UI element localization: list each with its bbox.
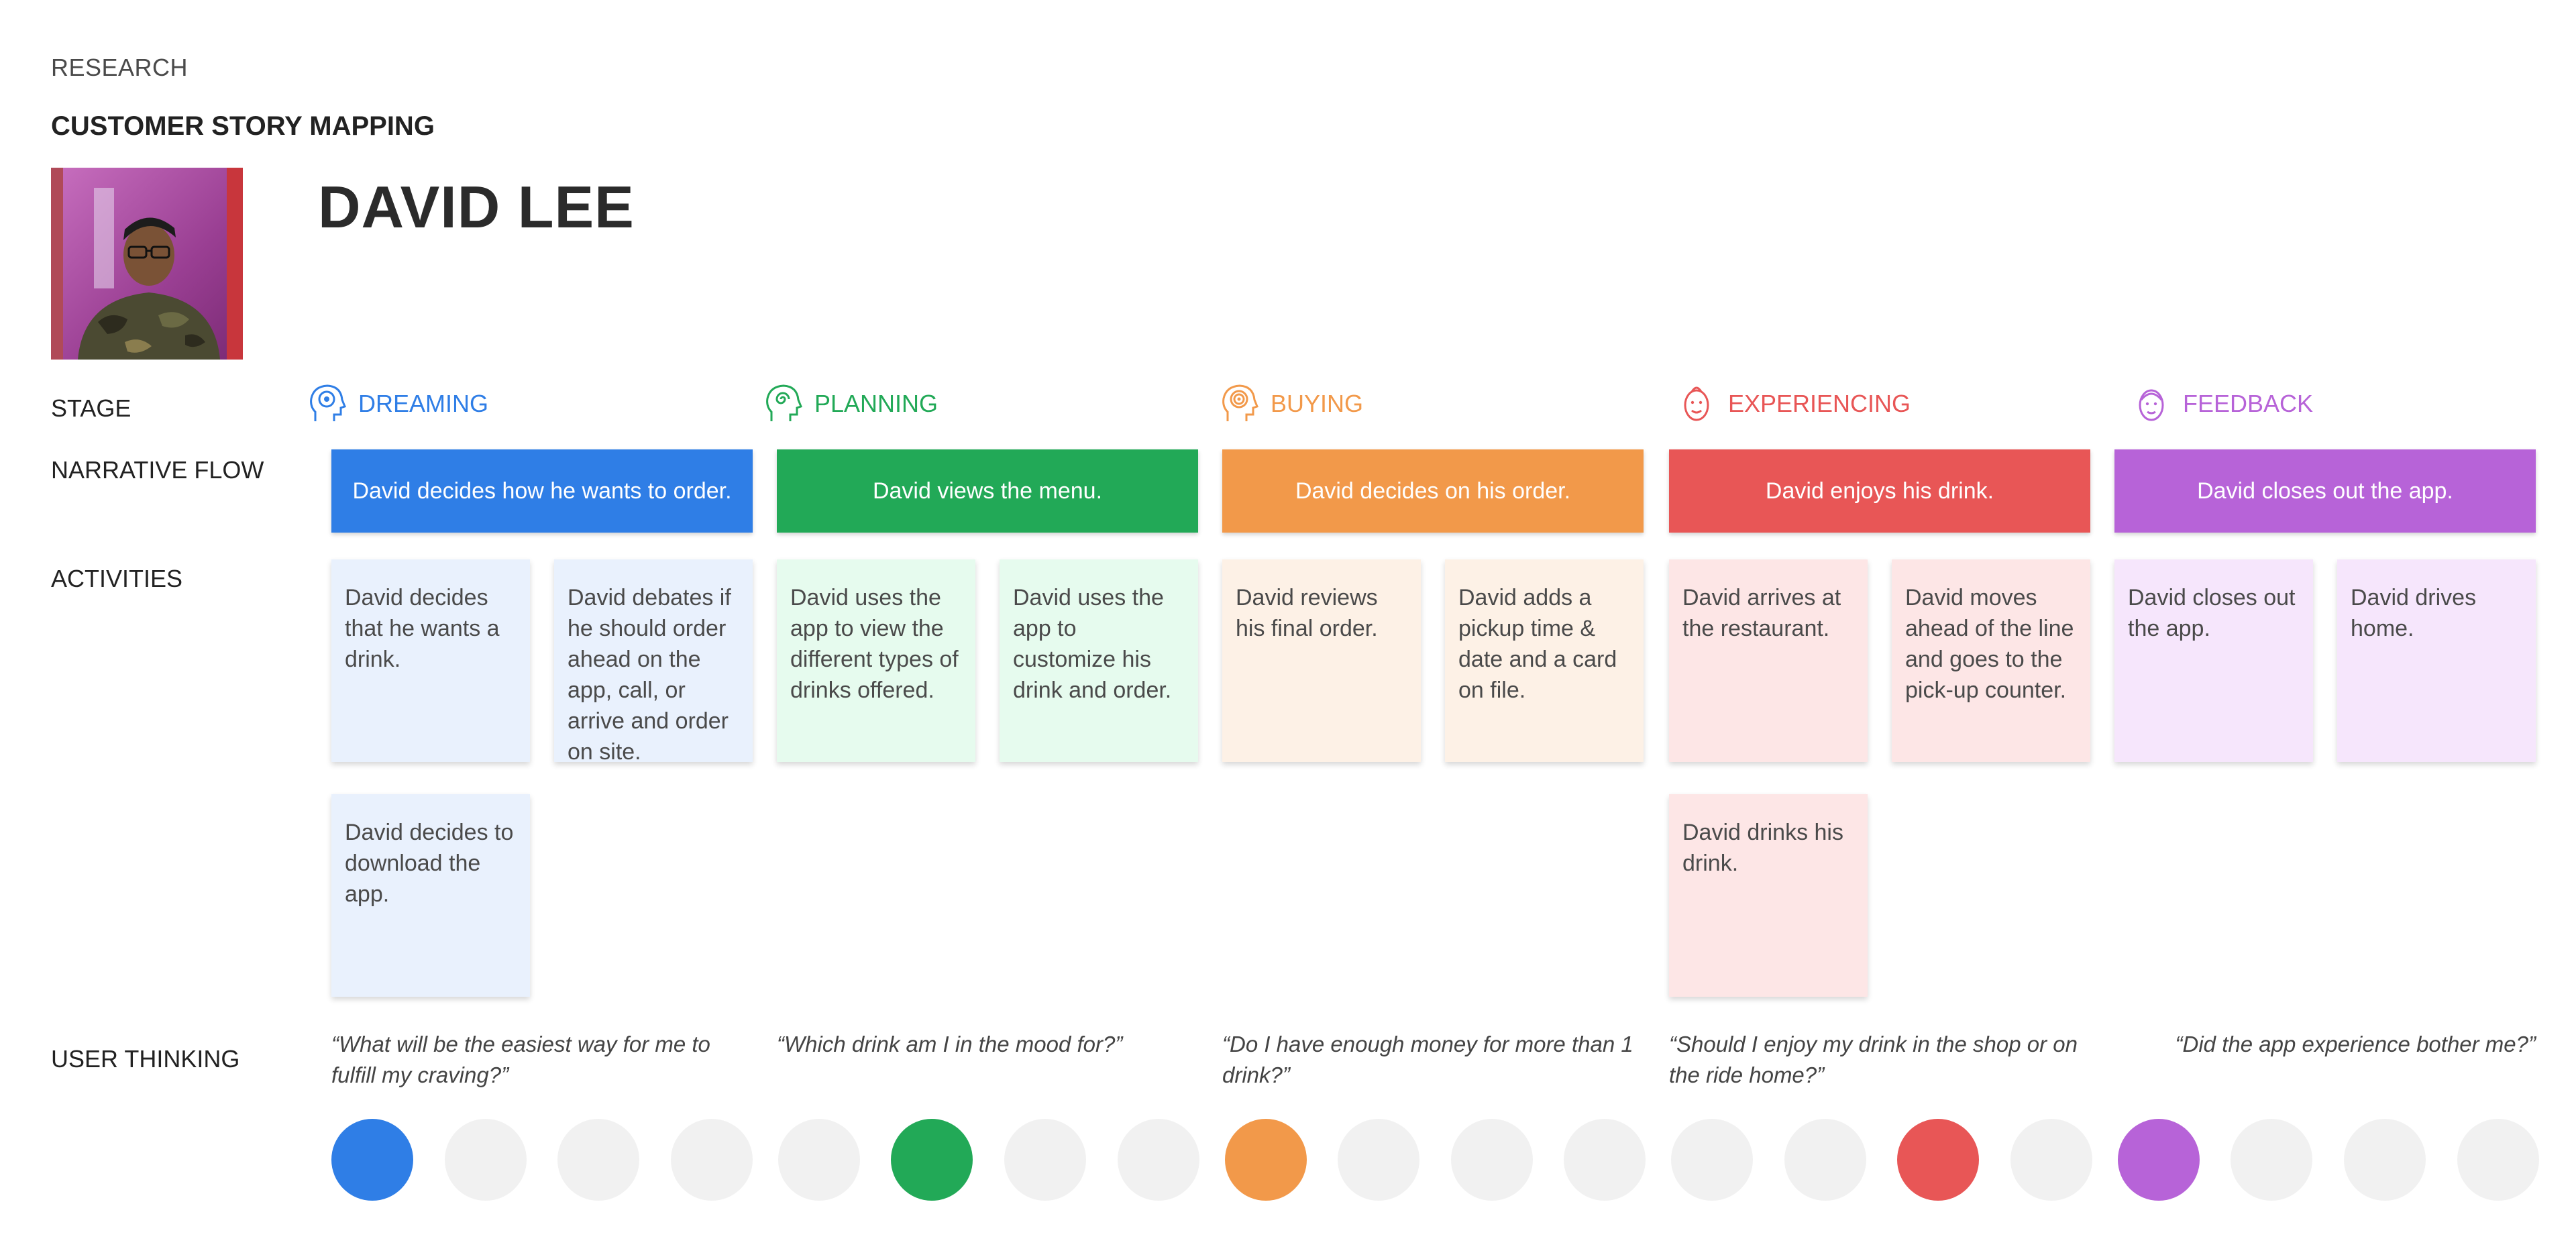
activity-card: David closes out the app. <box>2114 559 2313 762</box>
page-subtitle: CUSTOMER STORY MAPPING <box>51 111 435 141</box>
emotion-dot <box>557 1119 639 1201</box>
emotion-dot-experiencing <box>1897 1119 1979 1201</box>
head-target-icon <box>1222 384 1258 421</box>
face-feedback-icon <box>2139 389 2164 421</box>
activity-card: David arrives at the restaurant. <box>1669 559 1868 762</box>
emotion-dot-dreaming <box>331 1119 413 1201</box>
head-spiral-icon <box>766 384 802 421</box>
emotion-dot <box>1118 1119 1199 1201</box>
stage-label: BUYING <box>1271 390 1364 417</box>
user-thinking-quote: “Do I have enough money for more than 1 … <box>1222 1032 1633 1087</box>
stage-experiencing: EXPERIENCING <box>1677 382 1911 425</box>
activity-card: David reviews his final order. <box>1222 559 1421 762</box>
emotion-dot-planning <box>891 1119 973 1201</box>
activities-row-label: ACTIVITIES <box>51 565 183 592</box>
emotion-dot <box>1671 1119 1753 1201</box>
activity-card: David drinks his drink. <box>1669 794 1868 997</box>
emotion-dot <box>1784 1119 1866 1201</box>
stage-label: EXPERIENCING <box>1728 390 1911 417</box>
section-eyebrow: RESEARCH <box>51 54 189 81</box>
emotion-dot <box>671 1119 753 1201</box>
emotion-dot <box>2010 1119 2092 1201</box>
persona-name: DAVID LEE <box>318 174 635 240</box>
activity-card: David decides to download the app. <box>331 794 530 997</box>
narrative-flow-experiencing: David enjoys his drink. <box>1669 449 2090 533</box>
stage-label: FEEDBACK <box>2183 390 2314 417</box>
activity-card: David decides that he wants a drink. <box>331 559 530 762</box>
head-thought-icon <box>310 384 346 421</box>
emotion-dot <box>2457 1119 2539 1201</box>
stage-feedback: FEEDBACK <box>2132 382 2313 425</box>
emotion-dot <box>2344 1119 2426 1201</box>
emotion-dot <box>445 1119 527 1201</box>
narrative-flow-row-label: NARRATIVE FLOW <box>51 456 264 484</box>
user-thinking-quote: “Should I enjoy my drink in the shop or … <box>1669 1032 2078 1087</box>
narrative-flow-dreaming: David decides how he wants to order. <box>331 449 753 533</box>
stage-row-label: STAGE <box>51 394 131 422</box>
stage-buying: BUYING <box>1220 382 1363 425</box>
user-thinking-row-label: USER THINKING <box>51 1045 240 1073</box>
emotion-dot <box>1338 1119 1419 1201</box>
user-thinking-quote: “What will be the easiest way for me to … <box>331 1032 710 1087</box>
stage-label: PLANNING <box>814 390 938 417</box>
emotion-dot-buying <box>1225 1119 1307 1201</box>
narrative-flow-planning: David views the menu. <box>777 449 1198 533</box>
avatar-photo-icon <box>51 168 243 360</box>
stage-planning: PLANNING <box>763 382 938 425</box>
narrative-flow-feedback: David closes out the app. <box>2114 449 2536 533</box>
emotion-dot <box>1451 1119 1533 1201</box>
activity-card: David uses the app to view the different… <box>777 559 975 762</box>
stage-dreaming: DREAMING <box>307 382 488 425</box>
emotion-dot <box>1564 1119 1646 1201</box>
activity-card: David adds a pickup time & date and a ca… <box>1445 559 1644 762</box>
avatar <box>51 168 243 360</box>
activity-card: David debates if he should order ahead o… <box>554 559 753 765</box>
stage-label: DREAMING <box>358 390 489 417</box>
activity-card: David drives home. <box>2337 559 2536 762</box>
emotion-dot <box>778 1119 860 1201</box>
activity-card: David moves ahead of the line and goes t… <box>1892 559 2090 762</box>
emotion-dot <box>1004 1119 1086 1201</box>
emotion-dot-feedback <box>2118 1119 2200 1201</box>
narrative-flow-buying: David decides on his order. <box>1222 449 1644 533</box>
emotion-dot <box>2231 1119 2312 1201</box>
activity-card: David uses the app to customize his drin… <box>1000 559 1198 762</box>
user-thinking-quote: “Did the app experience bother me?” <box>2175 1032 2536 1056</box>
face-enjoying-icon <box>1684 386 1709 421</box>
user-thinking-quote: “Which drink am I in the mood for?” <box>777 1032 1123 1056</box>
